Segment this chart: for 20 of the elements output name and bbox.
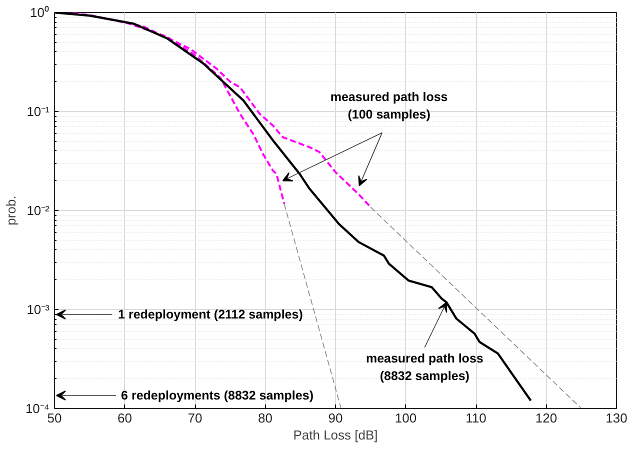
x-tick-label: 80 (258, 410, 272, 426)
x-tick-label: 70 (188, 410, 202, 426)
annotation: measured path loss (100 samples) (330, 90, 448, 122)
annotation: 6 redeployments (8832 samples) (121, 388, 314, 402)
y-tick-label: 10⁻⁴ (25, 401, 50, 416)
y-tick-label: 10⁻² (26, 203, 50, 218)
y-tick-label: 10⁻³ (26, 302, 50, 317)
x-tick-label: 110 (466, 410, 486, 426)
x-tick-label: 90 (328, 410, 343, 426)
x-axis-title: Path Loss [dB] (293, 428, 378, 442)
annotation: 1 redeployment (2112 samples) (118, 308, 303, 322)
y-axis-title: prob. (3, 196, 18, 226)
annotation: measured path loss (8832 samples) (366, 352, 484, 384)
x-tick-label: 100 (394, 410, 417, 426)
x-tick-label: 130 (606, 410, 628, 426)
x-tick-label: 120 (535, 410, 558, 426)
y-tick-label: 10⁰ (30, 5, 50, 20)
y-tick-label: 10⁻¹ (26, 104, 50, 119)
x-tick-label: 60 (118, 410, 132, 426)
x-tick-label: 50 (47, 410, 62, 426)
